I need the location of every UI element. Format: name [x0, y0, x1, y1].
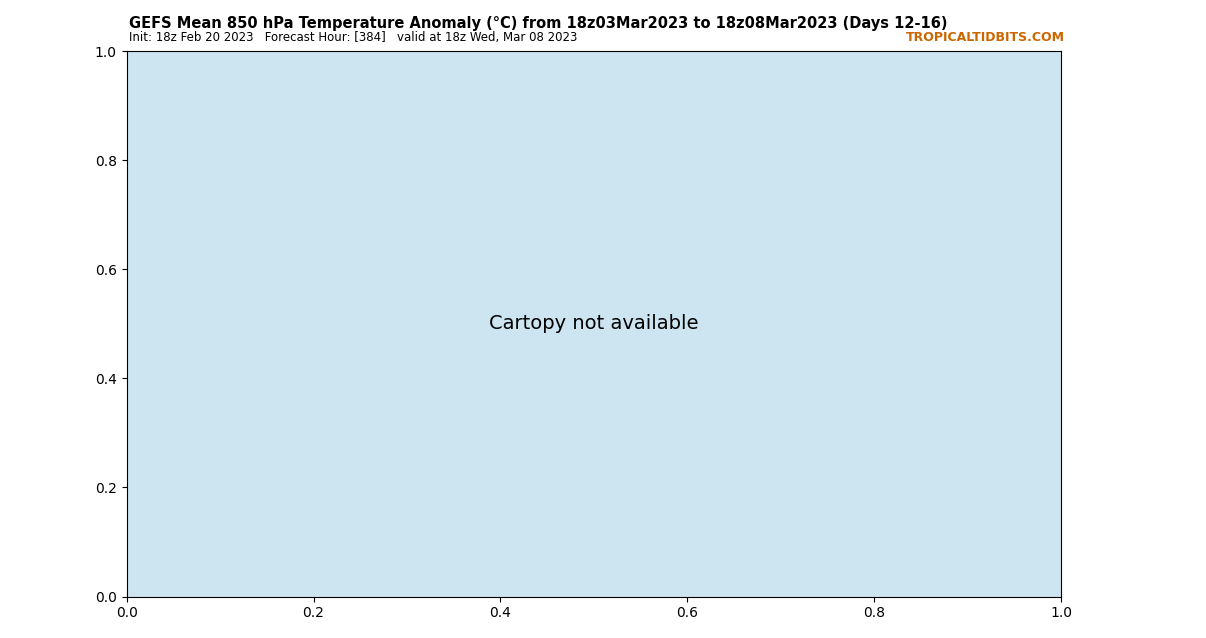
- Text: Cartopy not available: Cartopy not available: [490, 315, 698, 333]
- Text: TROPICALTIDBITS.COM: TROPICALTIDBITS.COM: [906, 31, 1065, 43]
- Text: GEFS Mean 850 hPa Temperature Anomaly (°C) from 18z03Mar2023 to 18z08Mar2023 (Da: GEFS Mean 850 hPa Temperature Anomaly (°…: [129, 16, 948, 31]
- Text: Init: 18z Feb 20 2023   Forecast Hour: [384]   valid at 18z Wed, Mar 08 2023: Init: 18z Feb 20 2023 Forecast Hour: [38…: [129, 31, 578, 43]
